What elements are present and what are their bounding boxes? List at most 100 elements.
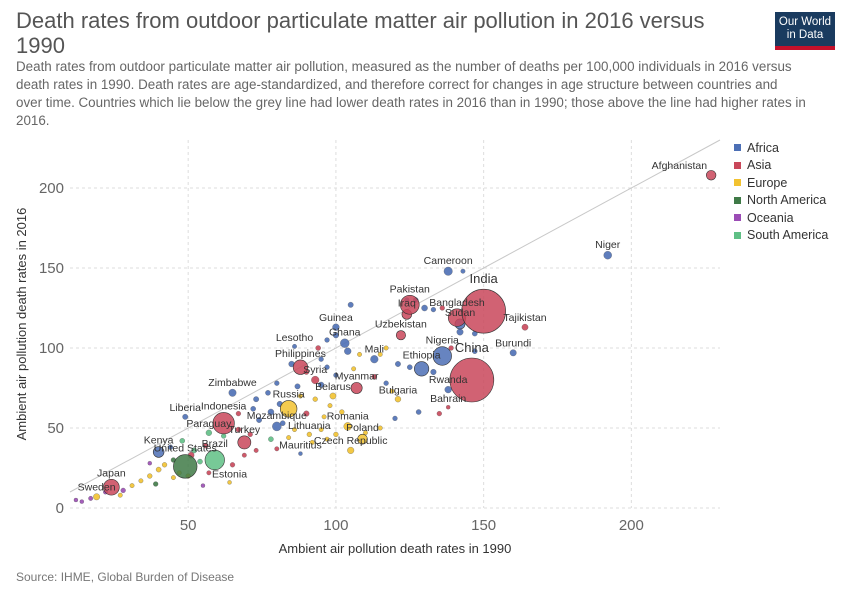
data-point-brazil [204, 449, 225, 471]
point-label: Mozambique [247, 410, 307, 422]
point-label: Indonesia [201, 400, 247, 412]
point-label: Sudan [445, 307, 476, 319]
data-point [274, 446, 280, 452]
legend-label: Asia [747, 158, 772, 173]
x-tick-label: 50 [180, 517, 197, 534]
point-label: Niger [595, 239, 621, 251]
point-label: India [470, 271, 499, 286]
legend-label: South America [747, 228, 829, 243]
data-point [395, 361, 401, 367]
point-label: Estonia [212, 468, 247, 480]
legend-item-north-america[interactable]: North America [734, 192, 828, 210]
point-label: Tajikistan [503, 312, 546, 324]
data-point [253, 396, 259, 403]
data-point [274, 380, 280, 386]
data-point [203, 442, 209, 449]
x-tick-label: 200 [619, 517, 644, 534]
legend: Africa Asia Europe North America Oceania Sout… [734, 139, 828, 244]
legend-item-africa[interactable]: Africa [734, 139, 828, 157]
point-label: Burundi [495, 338, 531, 350]
logo-line-2: in Data [786, 29, 824, 41]
data-point [377, 425, 383, 431]
data-point [129, 483, 135, 488]
data-point [120, 487, 126, 493]
point-label: Syria [303, 364, 327, 376]
data-point [79, 499, 84, 504]
data-point [344, 347, 352, 355]
data-point-cameroon [443, 266, 453, 276]
data-point [472, 348, 478, 354]
point-label: Mauritius [279, 440, 322, 452]
legend-item-oceania[interactable]: Oceania [734, 209, 828, 227]
data-point [430, 307, 436, 313]
data-point [318, 427, 324, 432]
data-point [268, 436, 274, 442]
data-point [327, 403, 333, 408]
data-point [318, 356, 324, 362]
point-label: Lesotho [276, 332, 314, 344]
point-label: Iraq [398, 297, 416, 309]
data-point [197, 458, 203, 465]
point-label: Turkey [228, 424, 260, 436]
data-point-russia [279, 400, 298, 418]
data-point-china [449, 357, 495, 403]
data-point [171, 475, 176, 480]
data-point [267, 408, 275, 416]
point-label: Czech Republic [314, 435, 388, 447]
legend-swatch [734, 196, 741, 204]
data-point-united-states [173, 454, 198, 479]
legend-item-south-america[interactable]: South America [734, 227, 828, 245]
point-label: Zimbabwe [208, 377, 257, 389]
data-point-romania [343, 422, 352, 431]
data-point-lithuania [306, 431, 312, 437]
y-tick-label: 200 [39, 180, 64, 197]
data-point [235, 411, 241, 417]
point-label: Guinea [319, 312, 353, 324]
data-point [138, 478, 144, 484]
point-label: Bangladesh [429, 297, 485, 309]
source-note: Source: IHME, Global Burden of Disease [16, 570, 235, 584]
point-label: Nigeria [426, 335, 459, 347]
data-point [153, 481, 159, 487]
data-point [298, 393, 303, 399]
data-point [460, 268, 466, 274]
legend-item-asia[interactable]: Asia [734, 157, 828, 175]
data-point [392, 415, 398, 421]
equal-rate-reference-line [69, 139, 721, 493]
data-point-ghana [340, 338, 350, 348]
data-point [371, 374, 378, 380]
data-point-myanmar [350, 382, 363, 394]
data-point-bulgaria [394, 396, 402, 403]
data-point-rwanda [444, 386, 452, 394]
data-point [333, 431, 339, 437]
data-point [167, 444, 174, 450]
y-axis-label: Ambient air pollution death rates in 201… [14, 208, 29, 441]
data-point [324, 364, 330, 370]
data-point [241, 452, 247, 458]
data-point-mozambique [272, 421, 282, 432]
legend-item-europe[interactable]: Europe [734, 174, 828, 192]
data-point-india [461, 288, 506, 334]
data-point [332, 332, 339, 339]
point-label: Afghanistan [652, 160, 708, 172]
data-point [324, 436, 330, 442]
data-point [191, 447, 197, 454]
logo-line-1: Our World [778, 16, 832, 28]
point-label: Bulgaria [379, 384, 418, 396]
data-point-syria [311, 375, 320, 385]
data-point [229, 462, 236, 468]
data-point [383, 345, 389, 351]
point-label: Cameroon [424, 255, 473, 267]
data-point-turkey [237, 435, 252, 450]
owid-logo[interactable]: Our World in Data [775, 12, 835, 50]
data-point-belarus [329, 392, 337, 400]
data-point [357, 352, 362, 357]
legend-swatch [734, 231, 741, 239]
data-point [235, 426, 242, 433]
data-point [250, 406, 256, 412]
data-point [351, 366, 357, 372]
data-point-kenya [152, 446, 165, 458]
data-point [347, 301, 354, 308]
data-point [286, 435, 292, 440]
